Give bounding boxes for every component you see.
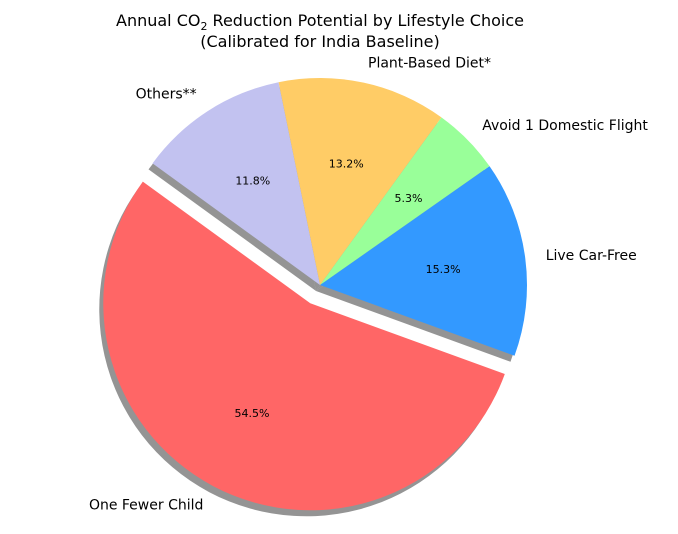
pie-slice-one-fewer-child [103,181,505,511]
pie-slice-avoid-1-domestic-flight [320,117,490,285]
pie-slices [103,77,527,511]
pie-slice-others [152,82,320,285]
pie-slice-live-car-free [320,166,527,356]
slice-label-live-car-free: Live Car-Free [546,248,637,264]
slice-label-others: Others** [136,87,197,103]
slice-percent-live-car-free: 15.3% [426,263,461,276]
slice-label-plant-based-diet: Plant-Based Diet* [368,55,491,71]
slice-percent-plant-based-diet: 13.2% [329,158,364,171]
title-subscript: 2 [200,20,207,33]
chart-title: Annual CO2 Reduction Potential by Lifest… [116,11,524,51]
slice-percent-others: 11.8% [235,175,270,188]
slice-percent-avoid-1-domestic-flight: 5.3% [395,192,423,205]
chart-title-line1: Annual CO2 Reduction Potential by Lifest… [116,11,524,33]
slice-percent-one-fewer-child: 54.5% [235,407,270,420]
slice-label-avoid-1-domestic-flight: Avoid 1 Domestic Flight [482,118,648,134]
chart-title-line2: (Calibrated for India Baseline) [200,32,440,51]
pie-slice-plant-based-diet [278,77,442,286]
slice-labels: One Fewer Child 54.5% Live Car-Free 15.3% Av… [89,55,648,513]
slice-label-one-fewer-child: One Fewer Child [89,497,203,513]
title-prefix: Annual CO [116,11,200,30]
title-suffix: Reduction Potential by Lifestyle Choice [207,11,524,30]
